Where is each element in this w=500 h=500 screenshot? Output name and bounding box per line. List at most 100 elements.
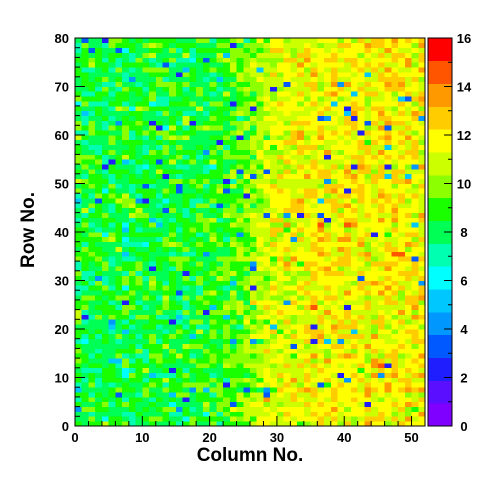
heatmap-cell [357, 309, 365, 315]
heatmap-cell [108, 96, 116, 102]
heatmap-cell [377, 265, 385, 272]
heatmap-cell [317, 178, 325, 184]
heatmap-cell [350, 377, 359, 383]
heatmap-cell [391, 343, 399, 349]
heatmap-cell [88, 183, 96, 189]
heatmap-cell [155, 309, 163, 315]
heatmap-cell [101, 377, 109, 383]
heatmap-cell [128, 295, 136, 301]
heatmap-cell [243, 261, 251, 267]
heatmap-cell [209, 173, 217, 179]
heatmap-cell [371, 304, 379, 310]
heatmap-cell [263, 202, 271, 209]
heatmap-cell [243, 188, 251, 194]
heatmap-cell [276, 319, 284, 325]
heatmap-cell [149, 416, 157, 422]
heatmap-cell [276, 270, 284, 276]
heatmap-cell [108, 144, 116, 150]
heatmap-cell [209, 290, 217, 296]
heatmap-cell [101, 295, 109, 301]
heatmap-cell [270, 101, 278, 107]
heatmap-cell [303, 193, 311, 199]
heatmap-cell [155, 110, 163, 116]
heatmap-cell [75, 382, 83, 388]
heatmap-cell [243, 362, 251, 369]
heatmap-cell [283, 91, 291, 97]
heatmap-cell [411, 38, 419, 44]
heatmap-cell [398, 96, 406, 102]
heatmap-cell [303, 159, 311, 165]
heatmap-cell [95, 421, 103, 427]
heatmap-cell [81, 164, 89, 170]
heatmap-cell [216, 52, 224, 58]
heatmap-cell [337, 367, 345, 373]
heatmap-cell [142, 139, 150, 146]
heatmap-cell [377, 387, 385, 393]
heatmap-cell [404, 396, 412, 403]
heatmap-cell [330, 193, 338, 199]
heatmap-cell [155, 52, 163, 58]
heatmap-cell [411, 343, 419, 349]
heatmap-cell [290, 338, 298, 344]
heatmap-cell [182, 246, 190, 252]
heatmap-cell [142, 232, 150, 238]
heatmap-cell [175, 207, 184, 213]
heatmap-cell [81, 295, 89, 301]
heatmap-cell [411, 377, 419, 383]
heatmap-cell [303, 251, 311, 257]
heatmap-cell [175, 411, 184, 417]
heatmap-cell [337, 222, 345, 228]
heatmap-cell [88, 227, 96, 233]
heatmap-cell [175, 71, 184, 78]
heatmap-cell [377, 198, 385, 204]
heatmap-cell [81, 411, 89, 417]
heatmap-cell [182, 241, 190, 247]
heatmap-cell [297, 299, 305, 306]
heatmap-cell [202, 173, 210, 179]
heatmap-cell [122, 236, 130, 243]
heatmap-cell [229, 241, 237, 247]
heatmap-cell [216, 309, 224, 315]
heatmap-cell [404, 377, 412, 383]
heatmap-cell [223, 246, 231, 252]
heatmap-cell [229, 222, 237, 228]
heatmap-cell [75, 392, 83, 398]
heatmap-cell [81, 314, 89, 320]
heatmap-cell [404, 319, 412, 325]
heatmap-cell [101, 343, 109, 349]
heatmap-cell [229, 135, 237, 141]
heatmap-cell [398, 130, 406, 136]
heatmap-cell [81, 367, 89, 373]
heatmap-cell [142, 382, 150, 388]
heatmap-cell [162, 416, 170, 422]
heatmap-cell [122, 96, 130, 102]
heatmap-cell [88, 188, 96, 194]
heatmap-cell [350, 299, 359, 306]
heatmap-cell [344, 183, 352, 189]
heatmap-cell [364, 304, 372, 310]
heatmap-cell [115, 261, 123, 267]
heatmap-cell [364, 110, 372, 116]
heatmap-cell [236, 188, 244, 194]
heatmap-cell [229, 62, 237, 68]
heatmap-cell [202, 212, 210, 218]
heatmap-cell [223, 144, 231, 150]
heatmap-cell [182, 353, 190, 359]
heatmap-cell [169, 280, 177, 286]
heatmap-cell [108, 338, 116, 344]
heatmap-cell [337, 290, 345, 296]
heatmap-cell [330, 377, 338, 383]
heatmap-cell [411, 67, 419, 73]
heatmap-cell [350, 280, 359, 286]
heatmap-cell [202, 168, 210, 175]
heatmap-cell [81, 217, 89, 223]
heatmap-cell [276, 382, 284, 388]
heatmap-cell [384, 212, 392, 218]
heatmap-cell [297, 227, 305, 233]
heatmap-cell [297, 154, 305, 160]
y-tick-label: 10 [55, 371, 69, 386]
heatmap-cell [297, 304, 305, 310]
heatmap-cell [377, 362, 385, 369]
colorbar-segment [428, 220, 452, 244]
heatmap-cell [324, 164, 332, 170]
